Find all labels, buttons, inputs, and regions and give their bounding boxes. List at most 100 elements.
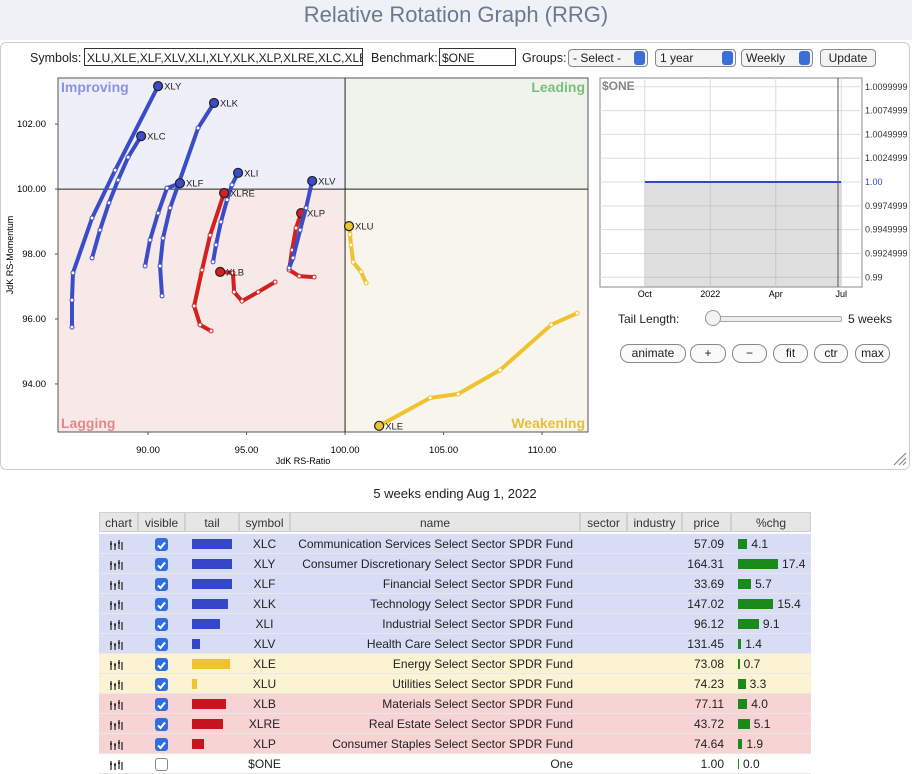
groups-select[interactable]: - Select - bbox=[568, 49, 648, 67]
symbol: XLK bbox=[253, 597, 276, 611]
visible-checkbox[interactable] bbox=[155, 578, 168, 591]
name: Consumer Discretionary Select Sector SPD… bbox=[302, 557, 573, 571]
y-tick-label: 96.00 bbox=[22, 314, 46, 325]
zoom-out-button[interactable]: − bbox=[732, 344, 767, 363]
tail-head bbox=[174, 178, 186, 189]
tail-bar bbox=[192, 719, 223, 729]
tail-head bbox=[307, 175, 318, 187]
tail-point bbox=[231, 289, 237, 295]
chart-icon[interactable] bbox=[109, 598, 123, 610]
table-row bbox=[99, 674, 811, 694]
chart-icon[interactable] bbox=[109, 638, 123, 650]
table-row bbox=[99, 634, 811, 654]
visible-checkbox[interactable] bbox=[155, 738, 168, 751]
tail-point bbox=[224, 197, 230, 203]
tail-point bbox=[210, 259, 216, 265]
chart-icon[interactable] bbox=[109, 538, 123, 550]
table-row bbox=[99, 614, 811, 634]
tail-bar bbox=[192, 579, 232, 589]
table-row bbox=[99, 574, 811, 594]
visible-checkbox[interactable] bbox=[155, 538, 168, 551]
period-select[interactable]: 1 year bbox=[655, 49, 736, 67]
benchmark-label: Benchmark: bbox=[371, 51, 438, 65]
tail-bar bbox=[192, 619, 220, 629]
tail-point bbox=[350, 259, 356, 265]
center-button[interactable]: ctr bbox=[814, 344, 848, 363]
symbols-label: Symbols: bbox=[30, 51, 82, 65]
tail-value: 5 weeks bbox=[848, 312, 893, 326]
quadrant bbox=[345, 78, 588, 190]
visible-checkbox[interactable] bbox=[155, 638, 168, 651]
chg-bar bbox=[738, 759, 739, 769]
tail-point bbox=[167, 205, 173, 211]
chart-icon[interactable] bbox=[109, 698, 123, 710]
y-tick-label: 0.9924999 bbox=[865, 248, 908, 258]
column-header: %chg bbox=[731, 512, 811, 532]
slider-thumb[interactable] bbox=[705, 310, 721, 326]
frequency-select[interactable]: Weekly bbox=[741, 49, 813, 67]
chg: 5.7 bbox=[755, 577, 772, 591]
chart-icon[interactable] bbox=[109, 718, 123, 730]
price: 77.11 bbox=[694, 697, 724, 711]
symbol: XLRE bbox=[248, 717, 281, 731]
chart-icon[interactable] bbox=[109, 658, 123, 670]
tail-point bbox=[548, 322, 554, 328]
table-caption: 5 weeks ending Aug 1, 2022 bbox=[373, 486, 537, 501]
visible-checkbox[interactable] bbox=[155, 758, 168, 771]
chart-icon[interactable] bbox=[109, 678, 123, 690]
visible-checkbox[interactable] bbox=[155, 618, 168, 631]
chart-icon[interactable] bbox=[109, 618, 123, 630]
max-button[interactable]: max bbox=[855, 344, 890, 363]
price: 131.45 bbox=[687, 637, 724, 651]
visible-checkbox[interactable] bbox=[155, 698, 168, 711]
visible-checkbox[interactable] bbox=[155, 678, 168, 691]
tail-line bbox=[377, 311, 580, 428]
name: Health Care Select Sector SPDR Fund bbox=[366, 637, 573, 651]
area bbox=[644, 182, 842, 287]
fit-button[interactable]: fit bbox=[773, 344, 808, 363]
column-header: price bbox=[682, 512, 731, 532]
tail-bar bbox=[192, 699, 226, 709]
slider-track[interactable] bbox=[705, 316, 842, 322]
chg-bar bbox=[738, 679, 746, 689]
select-arrow bbox=[634, 51, 645, 65]
chart-icon[interactable] bbox=[109, 578, 123, 590]
x-axis-label: JdK RS-Ratio bbox=[276, 456, 331, 466]
price: 1.00 bbox=[700, 757, 724, 771]
quadrant bbox=[345, 189, 588, 432]
price: 147.02 bbox=[687, 597, 724, 611]
series-label: XLE bbox=[385, 421, 403, 432]
column-header: industry bbox=[627, 512, 682, 532]
table-row bbox=[99, 694, 811, 714]
chg: 4.1 bbox=[751, 537, 769, 551]
tail-point bbox=[297, 227, 303, 233]
visible-checkbox[interactable] bbox=[155, 658, 168, 671]
tail-point bbox=[159, 293, 165, 299]
update-button[interactable]: Update bbox=[820, 49, 876, 67]
chart-icon[interactable] bbox=[109, 558, 123, 570]
price: 57.09 bbox=[693, 537, 724, 551]
visible-checkbox[interactable] bbox=[155, 558, 168, 571]
symbols-input[interactable]: XLU,XLE,XLF,XLV,XLI,XLY,XLK,XLP,XLRE,XLC… bbox=[84, 48, 363, 66]
visible-checkbox[interactable] bbox=[155, 598, 168, 611]
column-header: tail bbox=[185, 512, 239, 532]
price: 74.23 bbox=[693, 677, 724, 691]
chart-icon[interactable] bbox=[109, 738, 123, 750]
animate-button[interactable]: animate bbox=[620, 344, 686, 363]
zoom-in-button[interactable]: + bbox=[690, 344, 726, 363]
tail-point bbox=[363, 280, 369, 286]
chart-icon[interactable] bbox=[109, 758, 123, 770]
chg-bar bbox=[738, 659, 740, 669]
y-tick-label: 1.00 bbox=[865, 177, 883, 187]
name: Consumer Staples Select Sector SPDR Fund bbox=[332, 737, 573, 751]
select-arrow bbox=[799, 51, 810, 65]
tail-head bbox=[232, 167, 244, 178]
tail-head bbox=[208, 97, 220, 109]
tail-point bbox=[218, 219, 224, 225]
tail-bar bbox=[192, 659, 230, 669]
table-row bbox=[99, 714, 811, 734]
visible-checkbox[interactable] bbox=[155, 718, 168, 731]
tail-point bbox=[191, 303, 197, 309]
benchmark-input[interactable]: $ONE bbox=[439, 48, 516, 66]
